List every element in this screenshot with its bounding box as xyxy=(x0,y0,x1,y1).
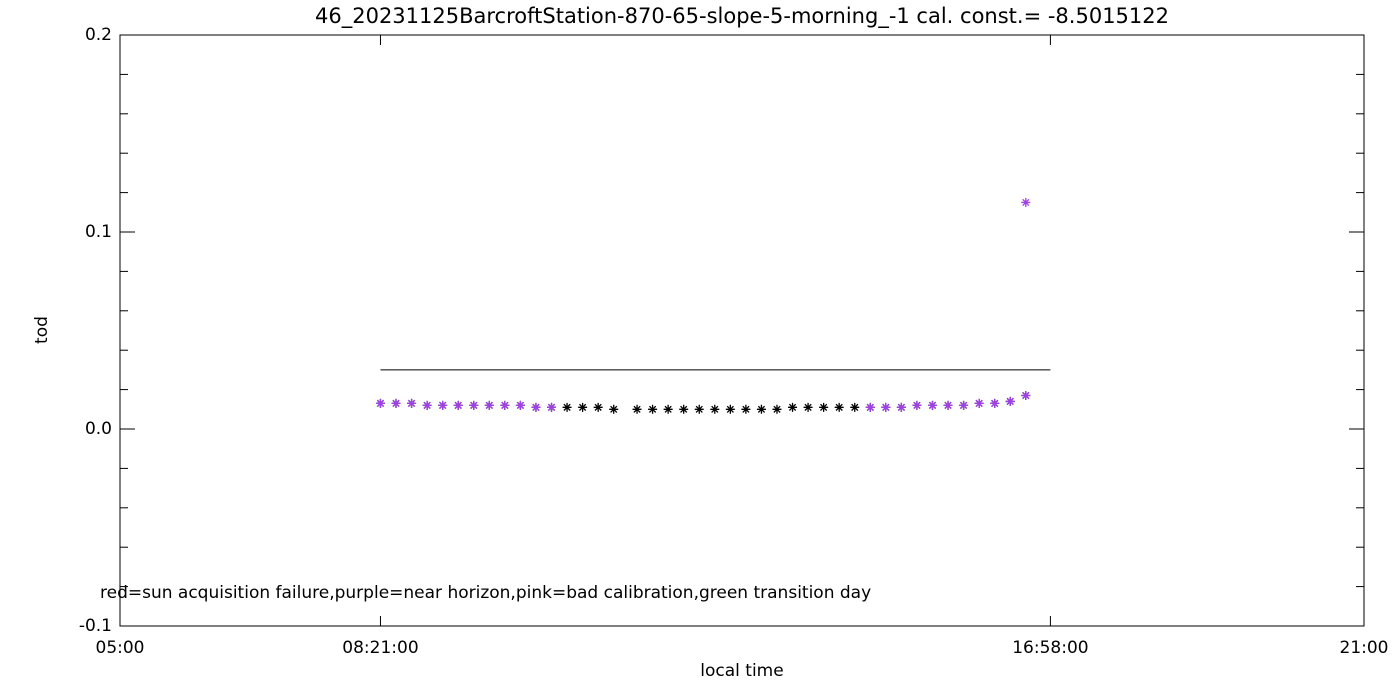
data-point xyxy=(484,400,494,410)
data-point xyxy=(896,402,906,412)
data-point xyxy=(422,400,432,410)
plot-frame xyxy=(119,34,1365,627)
x-axis-label: local time xyxy=(700,661,783,681)
data-point xyxy=(632,404,642,414)
data-point xyxy=(788,402,798,412)
data-point xyxy=(803,402,813,412)
data-point xyxy=(850,402,860,412)
data-point xyxy=(834,402,844,412)
data-point xyxy=(725,404,735,414)
data-point xyxy=(912,400,922,410)
data-point xyxy=(453,400,463,410)
data-point xyxy=(375,398,385,408)
data-point xyxy=(741,404,751,414)
x-tick-label: 21:00 xyxy=(1340,638,1389,658)
data-point xyxy=(881,402,891,412)
y-tick-label: 0.0 xyxy=(85,419,112,439)
data-point xyxy=(648,404,658,414)
data-point xyxy=(756,404,766,414)
data-point xyxy=(562,402,572,412)
x-tick-label: 16:58:00 xyxy=(1012,638,1088,658)
data-point xyxy=(438,400,448,410)
data-point xyxy=(578,402,588,412)
y-axis-label: tod xyxy=(32,316,52,344)
data-point xyxy=(391,398,401,408)
data-point xyxy=(1021,197,1031,207)
data-point xyxy=(609,404,619,414)
data-point xyxy=(407,398,417,408)
data-point xyxy=(974,398,984,408)
data-point xyxy=(531,402,541,412)
data-point xyxy=(819,402,829,412)
data-point xyxy=(943,400,953,410)
data-point xyxy=(772,404,782,414)
annotation: red=sun acquisition failure,purple=near … xyxy=(100,583,871,603)
data-point xyxy=(593,402,603,412)
chart-title: 46_20231125BarcroftStation-870-65-slope-… xyxy=(315,4,1169,29)
data-point xyxy=(1021,391,1031,401)
y-tick-label: 0.1 xyxy=(85,222,112,242)
y-tick-label: 0.2 xyxy=(85,25,112,45)
data-point xyxy=(469,400,479,410)
data-point xyxy=(865,402,875,412)
data-point xyxy=(679,404,689,414)
y-tick-label: -0.1 xyxy=(79,616,112,636)
data-point xyxy=(959,400,969,410)
data-point xyxy=(1005,396,1015,406)
data-point xyxy=(663,404,673,414)
x-tick-label: 05:00 xyxy=(96,638,145,658)
data-point xyxy=(710,404,720,414)
data-point xyxy=(927,400,937,410)
data-point xyxy=(990,398,1000,408)
data-point xyxy=(500,400,510,410)
x-tick-label: 08:21:00 xyxy=(342,638,418,658)
data-point xyxy=(515,400,525,410)
data-point xyxy=(547,402,557,412)
data-point xyxy=(694,404,704,414)
